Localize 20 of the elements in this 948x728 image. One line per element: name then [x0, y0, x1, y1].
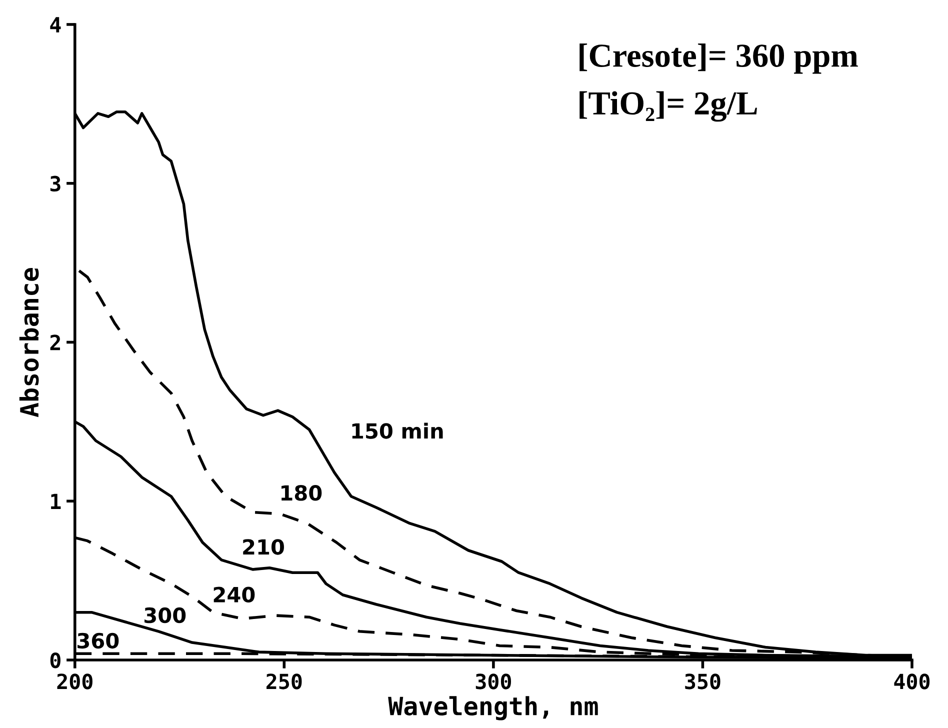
series-label: 180 — [282, 485, 322, 501]
series-label: 240 — [214, 586, 255, 602]
series-label: 360 — [78, 632, 119, 649]
x-axis-title: Wavelength, nm — [388, 696, 598, 720]
y-tick-label: 2 — [50, 334, 60, 350]
x-tick-label: 300 — [476, 674, 511, 690]
annotation: [TiO₂]= 2g/L — [580, 91, 757, 122]
series-label: 210 — [243, 539, 284, 555]
y-tick-label: 0 — [50, 652, 60, 668]
x-tick-label: 350 — [685, 674, 720, 690]
x-tick-label: 200 — [57, 674, 92, 690]
annotation: [Cresote]= 360 ppm — [580, 44, 858, 74]
x-tick-label: 250 — [266, 674, 302, 690]
x-tick-label: 400 — [894, 674, 930, 690]
y-tick-label: 1 — [51, 494, 61, 510]
series-label: 300 — [144, 607, 186, 624]
y-tick-label: 4 — [50, 17, 61, 32]
y-axis-title: Absorbance — [19, 268, 39, 418]
series-label: 150 min — [352, 422, 443, 439]
y-tick-label: 3 — [50, 176, 60, 192]
